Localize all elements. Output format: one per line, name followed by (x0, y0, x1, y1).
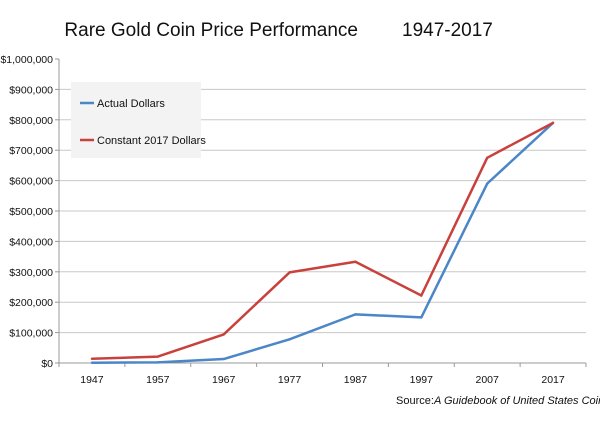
chart-title-years: 1947-2017 (402, 20, 493, 41)
source-text: A Guidebook of United States Coins (433, 395, 600, 407)
data-point (485, 182, 489, 185)
y-tick-label: $200,000 (9, 297, 53, 309)
series-line-constant-2017-dollars (91, 121, 554, 360)
data-point (222, 333, 225, 336)
x-tick-label: 2017 (541, 374, 565, 386)
data-point (90, 357, 94, 360)
y-tick-label: $500,000 (9, 206, 53, 218)
data-point (288, 271, 291, 274)
x-tick-label: 1957 (146, 374, 170, 386)
source-label: Source: (396, 395, 434, 407)
y-tick-label: $800,000 (9, 115, 53, 127)
series-line-actual-dollars (91, 121, 554, 364)
data-point (485, 156, 489, 159)
x-tick-label: 1977 (278, 374, 302, 386)
x-tick-label: 1947 (80, 374, 104, 386)
y-tick-label: $400,000 (9, 236, 53, 248)
x-tick-label: 2007 (476, 374, 500, 386)
data-point (551, 121, 555, 125)
legend-label-actual: Actual Dollars (97, 98, 165, 110)
y-tick-label: $100,000 (9, 328, 53, 340)
y-tick-label: $300,000 (9, 267, 53, 279)
data-point (420, 294, 423, 297)
chart-title: Rare Gold Coin Price Performance (64, 20, 358, 41)
data-point (90, 361, 94, 364)
data-point (156, 361, 160, 364)
legend-box (71, 82, 201, 158)
y-tick-label: $700,000 (9, 145, 53, 157)
y-tick-label: $1,000,000 (0, 54, 53, 66)
data-point (354, 313, 357, 316)
data-point (222, 357, 225, 361)
legend-label-constant: Constant 2017 Dollars (97, 135, 206, 147)
x-tick-label: 1967 (212, 374, 236, 386)
y-tick-label: $600,000 (9, 176, 53, 188)
data-point (354, 260, 357, 263)
x-tick-label: 1997 (410, 374, 434, 386)
y-tick-label: $0 (41, 358, 53, 370)
legend: Actual Dollars Constant 2017 Dollars (71, 82, 206, 158)
data-point (420, 316, 423, 319)
x-tick-label: 1987 (344, 374, 368, 386)
y-tick-label: $900,000 (9, 84, 53, 96)
data-point (156, 355, 160, 358)
data-point (288, 338, 291, 341)
